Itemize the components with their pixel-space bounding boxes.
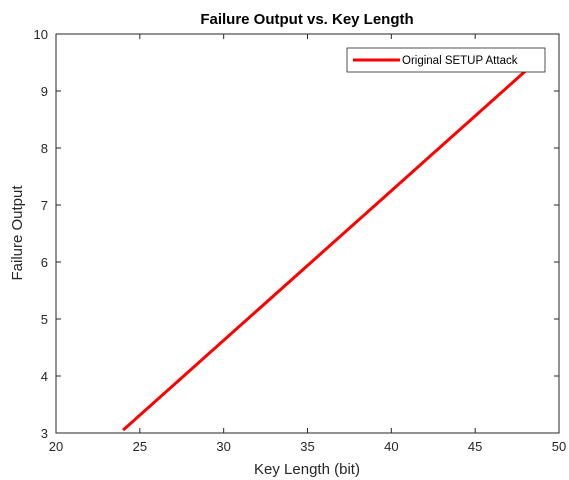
x-axis-label: Key Length (bit) — [254, 461, 360, 478]
x-tick-label: 35 — [300, 439, 314, 454]
y-tick-label: 8 — [41, 141, 48, 156]
x-tick-label: 40 — [384, 439, 398, 454]
legend: Original SETUP Attack — [346, 47, 546, 73]
series-layer — [122, 69, 527, 432]
y-tick-label: 4 — [41, 369, 48, 384]
y-tick-label: 7 — [41, 198, 48, 213]
x-tick-label: 25 — [133, 439, 147, 454]
x-tick-label: 20 — [49, 439, 63, 454]
y-axis: 3 4 5 6 7 8 9 10 — [34, 27, 559, 441]
series-line — [122, 69, 527, 432]
x-tick-label: 45 — [468, 439, 482, 454]
x-axis: 20 25 30 35 40 45 50 — [49, 34, 566, 454]
y-tick-label: 9 — [41, 84, 48, 99]
x-tick-label: 50 — [552, 439, 566, 454]
chart-title: Failure Output vs. Key Length — [200, 11, 413, 28]
plot-area — [56, 34, 559, 433]
y-tick-label: 5 — [41, 312, 48, 327]
y-axis-label: Failure Output — [9, 185, 26, 281]
x-tick-label: 30 — [216, 439, 230, 454]
y-tick-label: 6 — [41, 255, 48, 270]
y-tick-label: 3 — [41, 426, 48, 441]
y-tick-label: 10 — [34, 27, 48, 42]
legend-label: Original SETUP Attack — [402, 55, 518, 67]
